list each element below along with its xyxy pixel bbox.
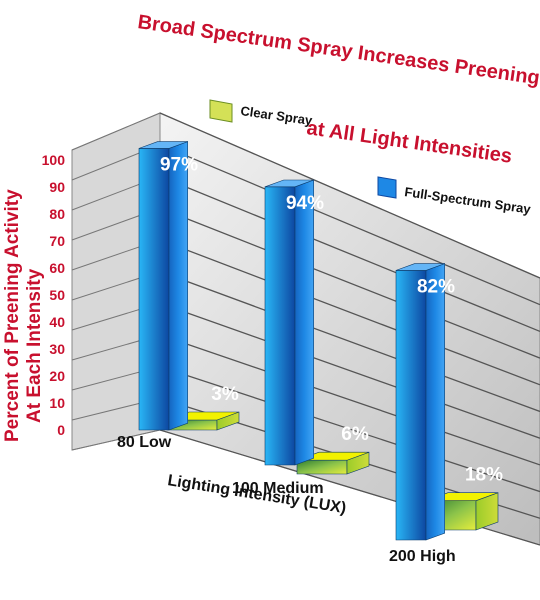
bar-full-spectrum-0-top — [138, 141, 188, 149]
bar-full-spectrum-1-side — [294, 179, 315, 466]
legend-swatch-clear-spray — [209, 99, 233, 123]
gridline — [159, 239, 540, 386]
legend-label-full-spectrum: Full-Spectrum Spray — [404, 184, 533, 217]
y-tick-labels: 0 10 20 30 40 50 60 70 80 90 100 — [42, 152, 66, 438]
gridline-side — [71, 112, 161, 151]
bar-full-spectrum-0-front — [138, 148, 170, 431]
legend-label-clear-spray: Clear Spray — [240, 103, 314, 128]
bar-full-spectrum-1-top — [264, 179, 314, 188]
gridline — [159, 270, 540, 413]
data-label-full-spectrum: 97% — [160, 154, 198, 175]
bar-full-spectrum-1 — [264, 179, 315, 466]
chart-title-line-1: Broad Spectrum Spray Increases Preening — [136, 11, 540, 89]
data-label-clear-spray: 3% — [211, 384, 239, 405]
y-tick-label: 50 — [49, 287, 65, 303]
y-tick-label: 80 — [49, 206, 65, 222]
legend-swatch-full-spectrum — [377, 176, 397, 199]
bar-full-spectrum-2 — [395, 263, 446, 541]
category-label-low: 80 Low — [117, 434, 172, 451]
bar-full-spectrum-1-front — [264, 186, 296, 466]
bar-full-spectrum-2-side — [425, 263, 446, 541]
data-label-full-spectrum: 82% — [417, 276, 455, 297]
data-label-clear-spray: 6% — [341, 424, 369, 445]
y-tick-label: 100 — [42, 152, 66, 168]
gridline — [159, 365, 540, 493]
y-tick-label: 0 — [57, 422, 65, 438]
bar-clear-spray-1 — [296, 451, 370, 475]
gridline — [159, 144, 540, 306]
bar-full-spectrum-2-top — [395, 263, 445, 271]
bar-full-spectrum-2-front — [395, 270, 427, 541]
bar-clear-spray-1-front — [296, 459, 348, 475]
y-tick-label: 90 — [49, 179, 65, 195]
y-tick-label: 60 — [49, 260, 65, 276]
bars: 97% 3% 94% 6% 82% 18% — [138, 141, 503, 541]
y-tick-label: 10 — [49, 395, 65, 411]
data-label-full-spectrum: 94% — [286, 193, 324, 214]
gridline-side — [71, 429, 161, 451]
legend-full-spectrum: Full-Spectrum Spray — [377, 176, 533, 217]
category-label-medium: 100 Medium — [232, 480, 324, 497]
y-tick-label: 30 — [49, 341, 65, 357]
y-tick-label: 40 — [49, 314, 65, 330]
gridline — [159, 334, 540, 466]
y-tick-label: 20 — [49, 368, 65, 384]
gridline — [159, 302, 540, 439]
gridline — [159, 175, 540, 333]
legend-clear-spray: Clear Spray — [209, 99, 314, 128]
y-axis-label: Percent of Preening Activity At Each Int… — [2, 189, 45, 442]
gridline — [159, 112, 540, 279]
data-label-clear-spray: 18% — [465, 465, 503, 486]
bar-full-spectrum-0-side — [168, 141, 188, 431]
chart-title-line-2: at All Light Intensities — [305, 117, 513, 168]
category-label-high: 200 High — [389, 548, 456, 565]
y-tick-label: 70 — [49, 233, 65, 249]
gridline — [159, 207, 540, 359]
bar-full-spectrum-0 — [138, 141, 188, 431]
y-axis-label-line-1: Percent of Preening Activity — [2, 189, 23, 442]
y-axis-label-line-2: At Each Intensity — [24, 268, 45, 423]
